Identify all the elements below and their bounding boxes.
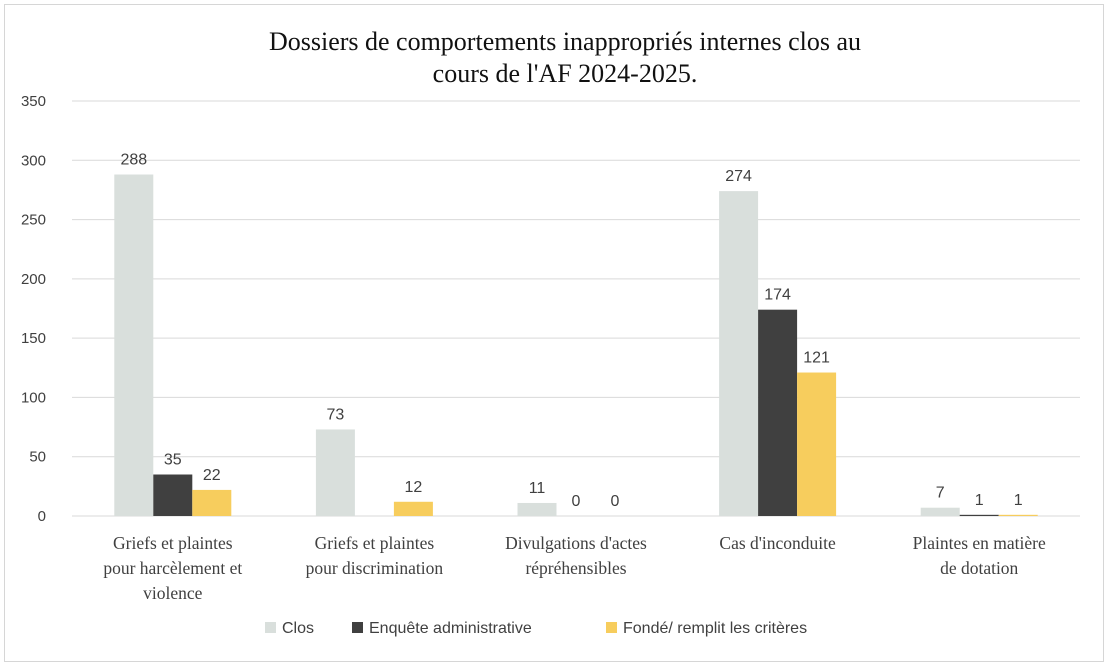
category-label: violence (143, 583, 203, 603)
chart-frame (4, 4, 1104, 662)
data-label: 0 (611, 493, 620, 510)
category-label: Griefs et plaintes (315, 533, 435, 553)
y-tick-label: 150 (21, 330, 46, 347)
data-label: 274 (725, 168, 752, 185)
data-label: 1 (975, 492, 984, 509)
legend-swatch (606, 622, 617, 633)
category-label: pour discrimination (306, 558, 444, 578)
category-label: Divulgations d'actes (505, 533, 647, 553)
bar-clos-1 (315, 429, 355, 516)
bar-fond-remplit-les-crit-res-4 (998, 514, 1038, 516)
category-label: Plaintes en matière (913, 533, 1046, 553)
legend: Clos Enquête administrative Fondé/ remplit… (265, 620, 807, 637)
category-label: Griefs et plaintes (113, 533, 233, 553)
y-tick-label: 0 (38, 508, 46, 525)
bar-enqu-te-administrative-4 (959, 514, 999, 516)
data-label: 0 (572, 493, 581, 510)
category-label: Cas d'inconduite (719, 533, 836, 553)
legend-swatch (352, 622, 363, 633)
data-label: 1 (1014, 492, 1023, 509)
y-tick-label: 100 (21, 389, 46, 406)
bar-fond-remplit-les-crit-res-0 (192, 489, 232, 516)
y-tick-label: 300 (21, 152, 46, 169)
y-tick-label: 350 (21, 93, 46, 110)
bar-fond-remplit-les-crit-res-1 (393, 501, 433, 516)
category-labels: Griefs et plaintes pour harcèlement et vio… (103, 533, 1046, 603)
bar-fond-remplit-les-crit-res-3 (797, 372, 837, 516)
y-tick-label: 250 (21, 212, 46, 229)
chart-title-line-2: cours de l'AF 2024-2025. (433, 59, 698, 88)
data-label: 7 (936, 485, 945, 502)
y-tick-label: 50 (29, 449, 46, 466)
data-label: 288 (120, 152, 147, 169)
category-label: répréhensibles (525, 558, 626, 578)
bar-enqu-te-administrative-0 (153, 474, 193, 516)
data-label: 22 (203, 467, 221, 484)
data-label: 11 (529, 480, 546, 497)
bar-clos-3 (719, 191, 759, 516)
chart-title-line-1: Dossiers de comportements inappropriés i… (269, 27, 861, 56)
legend-label: Clos (282, 620, 314, 637)
bar-clos-4 (920, 507, 960, 516)
data-label: 73 (327, 406, 345, 423)
bar-clos-0 (114, 174, 154, 516)
chart-title: Dossiers de comportements inappropriés i… (269, 27, 861, 88)
data-label: 35 (164, 452, 182, 469)
legend-swatch (265, 622, 276, 633)
legend-label: Fondé/ remplit les critères (623, 620, 807, 637)
y-axis-tick-labels: 0 50 100 150 200 250 300 350 (21, 93, 46, 525)
data-label: 12 (405, 479, 423, 496)
category-label: pour harcèlement et (103, 558, 242, 578)
bar-clos-2 (517, 502, 557, 516)
data-label: 121 (803, 350, 830, 367)
y-tick-label: 200 (21, 271, 46, 288)
bar-enqu-te-administrative-3 (758, 309, 798, 516)
data-label: 174 (764, 287, 791, 304)
category-label: de dotation (940, 558, 1018, 578)
bars (114, 174, 1038, 516)
legend-label: Enquête administrative (369, 620, 532, 637)
gridlines (72, 100, 1080, 517)
